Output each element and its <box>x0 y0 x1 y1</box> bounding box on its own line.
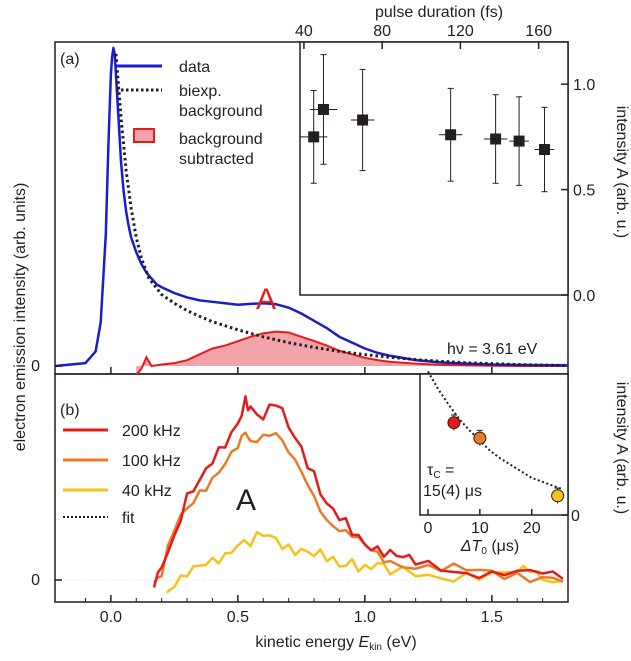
inset-b-x-tick-label: 20 <box>523 520 541 537</box>
inset-a-point <box>308 131 320 143</box>
legend-data-label: data <box>179 59 210 76</box>
legend-b: 200 kHz 100 kHz 40 kHz fit <box>63 423 181 527</box>
inset-a-point <box>357 114 369 126</box>
inset-b-point <box>473 431 487 445</box>
inset-a-x-tick-label: 80 <box>373 23 391 40</box>
x-tick-label: 1.0 <box>354 609 376 626</box>
inset-b-y-tick-label: 0 <box>571 508 580 525</box>
inset-a-point <box>445 129 457 141</box>
inset-b-y-axis-label: intensity A (arb. u.) <box>613 382 630 515</box>
background-line <box>114 53 569 367</box>
inset-a-point <box>317 103 329 115</box>
legend-fit-label: fit <box>122 510 135 527</box>
legend-100-label: 100 kHz <box>122 453 181 470</box>
series-200khz-line <box>152 395 564 588</box>
x-axis: 0.0 0.5 1.0 1.5 <box>84 367 544 626</box>
panel-a-y-tick-label: 0 <box>31 358 40 375</box>
panel-b-plot: 0 <box>31 395 568 594</box>
inset-a-top-axis-label: pulse duration (fs) <box>375 4 503 21</box>
inset-a-y-tick-label: 0.5 <box>573 183 595 200</box>
legend-a: data biexp. background background subtra… <box>116 59 263 168</box>
inset-a-x-tick-label: 40 <box>295 23 313 40</box>
inset-a-y-axis-label: intensity A (arb. u.) <box>613 106 630 239</box>
inset-b-tau-value: 15(4) μs <box>423 483 482 500</box>
inset-b-point <box>551 489 565 503</box>
peak-b-label: A <box>236 484 256 517</box>
legend-sub-label-2: subtracted <box>179 151 254 168</box>
panel-a-plot: 0 <box>31 46 569 376</box>
inset-b-x-tick-label: 10 <box>471 520 489 537</box>
inset-a-y-tick-label: 1.0 <box>573 77 595 94</box>
inset-b-x-axis-label: ΔT0 (μs) <box>460 538 519 557</box>
inset-a-point <box>513 135 525 147</box>
peak-a-label: A <box>256 283 276 316</box>
panel-b-label: (b) <box>60 402 80 419</box>
subtracted-line <box>135 330 568 376</box>
inset-b-fit-line <box>427 370 564 491</box>
x-tick-label: 0.0 <box>100 609 122 626</box>
inset-a-frame <box>299 41 569 296</box>
inset-b-x-tick-label: 0 <box>424 520 433 537</box>
panel-a-label: (a) <box>60 51 80 68</box>
legend-40-label: 40 kHz <box>122 483 172 500</box>
legend-bg-label-1: biexp. <box>179 83 222 100</box>
legend-sub-swatch <box>133 128 155 143</box>
inset-b-point <box>447 416 461 430</box>
inset-a-y-tick-label: 0.0 <box>573 288 595 305</box>
subtracted-fill <box>136 331 568 375</box>
inset-a-x-tick-label: 160 <box>525 23 552 40</box>
x-axis-label: kinetic energy Ekin (eV) <box>255 634 416 653</box>
inset-b-tau-label: τC = <box>427 462 454 481</box>
inset-b-frame <box>419 373 569 516</box>
x-tick-label: 1.5 <box>481 609 503 626</box>
inset-a-point <box>539 144 551 156</box>
photon-energy-label: hν = 3.61 eV <box>447 341 538 358</box>
legend-200-label: 200 kHz <box>122 423 181 440</box>
inset-a-x-tick-label: 120 <box>447 23 474 40</box>
legend-sub-label-1: background <box>179 131 263 148</box>
inset-a-point <box>490 133 502 145</box>
inset-a: 40 80 120 160 0.0 0.5 1.0 <box>295 23 595 305</box>
x-tick-label: 0.5 <box>227 609 249 626</box>
y-axis-label: electron emission intensity (arb. units) <box>12 183 29 452</box>
data-line <box>54 46 569 368</box>
inset-b: 0 10 20 0 <box>419 370 580 537</box>
series-100khz-line <box>153 431 564 584</box>
panel-b-y-tick-label: 0 <box>31 572 40 589</box>
legend-bg-label-2: background <box>179 103 263 120</box>
